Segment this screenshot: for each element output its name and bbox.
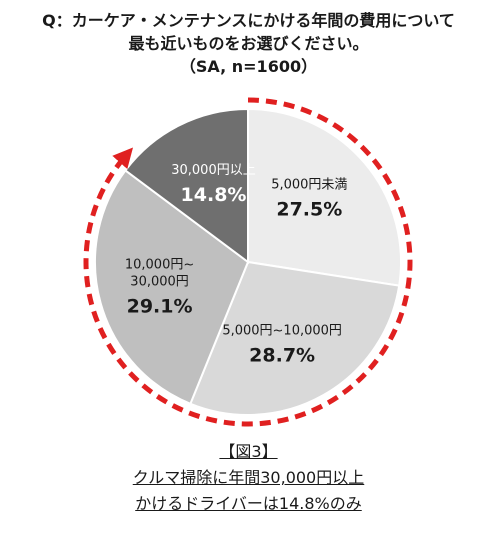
pie-slice-label: 10,000円~ 30,000円 29.1% xyxy=(125,258,194,318)
question-line-3: （SA, n=1600） xyxy=(179,57,318,76)
question-line-1: Q：カーケア・メンテナンスにかける年間の費用について xyxy=(42,11,455,30)
pie-slice xyxy=(189,260,401,416)
caption-figure-number: 【図3】 xyxy=(219,442,278,461)
pie-chart: 5,000円未満 27.5% 5,000円~10,000円 28.7% 10,000円~… xyxy=(83,97,413,427)
highlight-dashed-arrow xyxy=(83,97,413,427)
slice-percent-text: 29.1% xyxy=(127,296,193,318)
slice-percent-text: 27.5% xyxy=(276,198,342,220)
pie-slice-label: 5,000円未満 27.5% xyxy=(271,177,347,220)
question-line-2: 最も近いものをお選びください。 xyxy=(128,34,369,53)
slice-category-text: 5,000円未満 xyxy=(271,177,347,192)
slice-category-text: 10,000円~ xyxy=(125,258,194,273)
pie-slice xyxy=(94,169,250,406)
slice-percent-text: 28.7% xyxy=(249,344,315,366)
caption-line-2: かけるドライバーは14.8%のみ xyxy=(135,494,362,513)
pie-slice-label: 30,000円以上 14.8% xyxy=(171,163,256,206)
pie-slice xyxy=(247,107,402,287)
slice-category-text: 30,000円 xyxy=(130,275,189,290)
slice-category-text: 30,000円以上 xyxy=(171,163,256,178)
slice-category-text: 5,000円~10,000円 xyxy=(222,323,342,338)
pie-slice-label: 5,000円~10,000円 28.7% xyxy=(222,323,342,366)
caption-line-1: クルマ掃除に年間30,000円以上 xyxy=(132,468,365,487)
slice-percent-text: 14.8% xyxy=(181,184,247,206)
